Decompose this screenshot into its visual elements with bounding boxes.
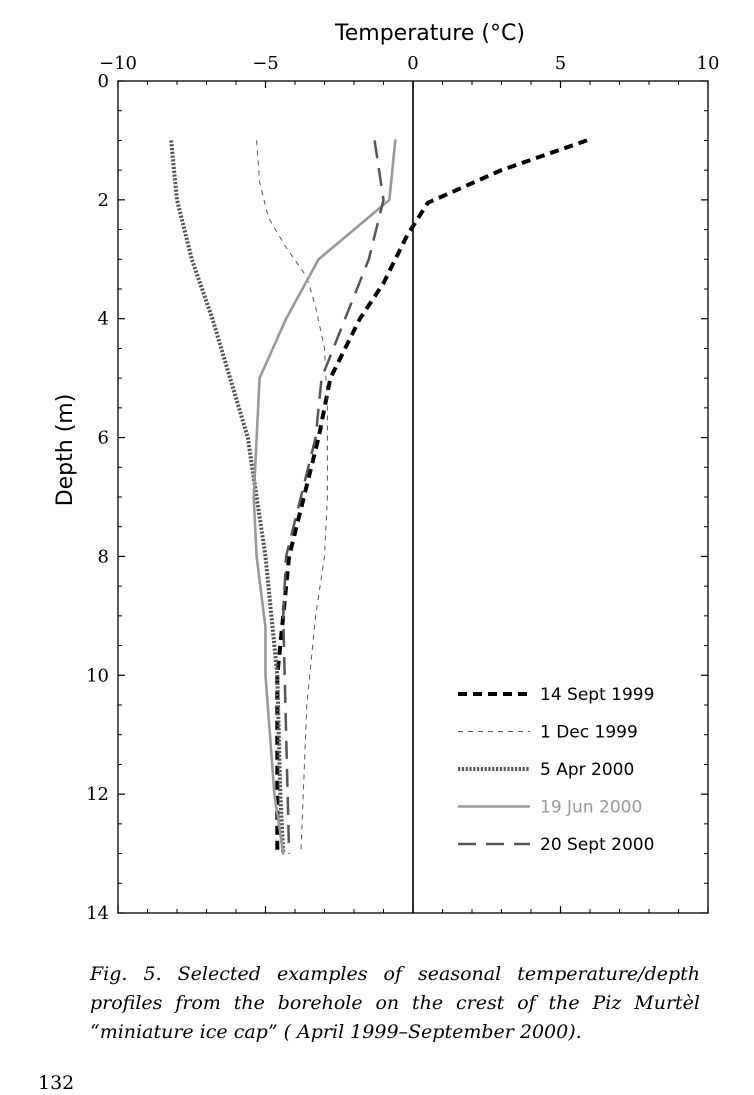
axis-ticks: −10 −5 0 5 10 0 2 4 6 8 10 12 14 bbox=[86, 53, 719, 924]
x-tick-label: 10 bbox=[697, 53, 720, 74]
y-tick-label: 12 bbox=[86, 784, 109, 805]
legend-label-1: 1 Dec 1999 bbox=[540, 723, 638, 743]
y-tick-label: 14 bbox=[86, 903, 109, 924]
x-tick-label: −5 bbox=[252, 53, 279, 74]
series-lines bbox=[169, 138, 588, 855]
legend-label-0: 14 Sept 1999 bbox=[540, 685, 654, 705]
legend: 14 Sept 1999 1 Dec 1999 5 Apr 2000 19 Jun 2… bbox=[458, 685, 654, 855]
y-tick-label: 0 bbox=[98, 71, 109, 92]
series-line-4 bbox=[281, 140, 385, 854]
series-line-2 bbox=[169, 140, 286, 854]
y-tick-label: 2 bbox=[98, 190, 109, 211]
series-line-0 bbox=[275, 138, 588, 854]
x-tick-label: 5 bbox=[555, 53, 566, 74]
y-tick-label: 10 bbox=[86, 665, 109, 686]
figure-caption: Fig. 5. Selected examples of seasonal te… bbox=[90, 963, 700, 1043]
series-line-3 bbox=[252, 139, 397, 855]
y-tick-label: 8 bbox=[98, 546, 109, 567]
x-tick-label: 0 bbox=[407, 53, 418, 74]
x-axis-title: Temperature (°C) bbox=[334, 21, 525, 46]
series-line-1 bbox=[256, 140, 328, 854]
y-axis-title: Depth (m) bbox=[53, 394, 78, 507]
legend-label-3: 19 Jun 2000 bbox=[540, 798, 642, 818]
page-number: 132 bbox=[38, 1072, 75, 1094]
plot-frame bbox=[117, 80, 709, 914]
legend-label-4: 20 Sept 2000 bbox=[540, 835, 654, 855]
x-tick-label: −10 bbox=[99, 53, 137, 74]
y-tick-label: 4 bbox=[98, 309, 109, 330]
y-tick-label: 6 bbox=[98, 428, 109, 449]
legend-label-2: 5 Apr 2000 bbox=[540, 760, 634, 780]
temperature-depth-chart: Temperature (°C) Depth (m) −10 −5 0 5 10 0 2 4 6… bbox=[53, 21, 719, 924]
